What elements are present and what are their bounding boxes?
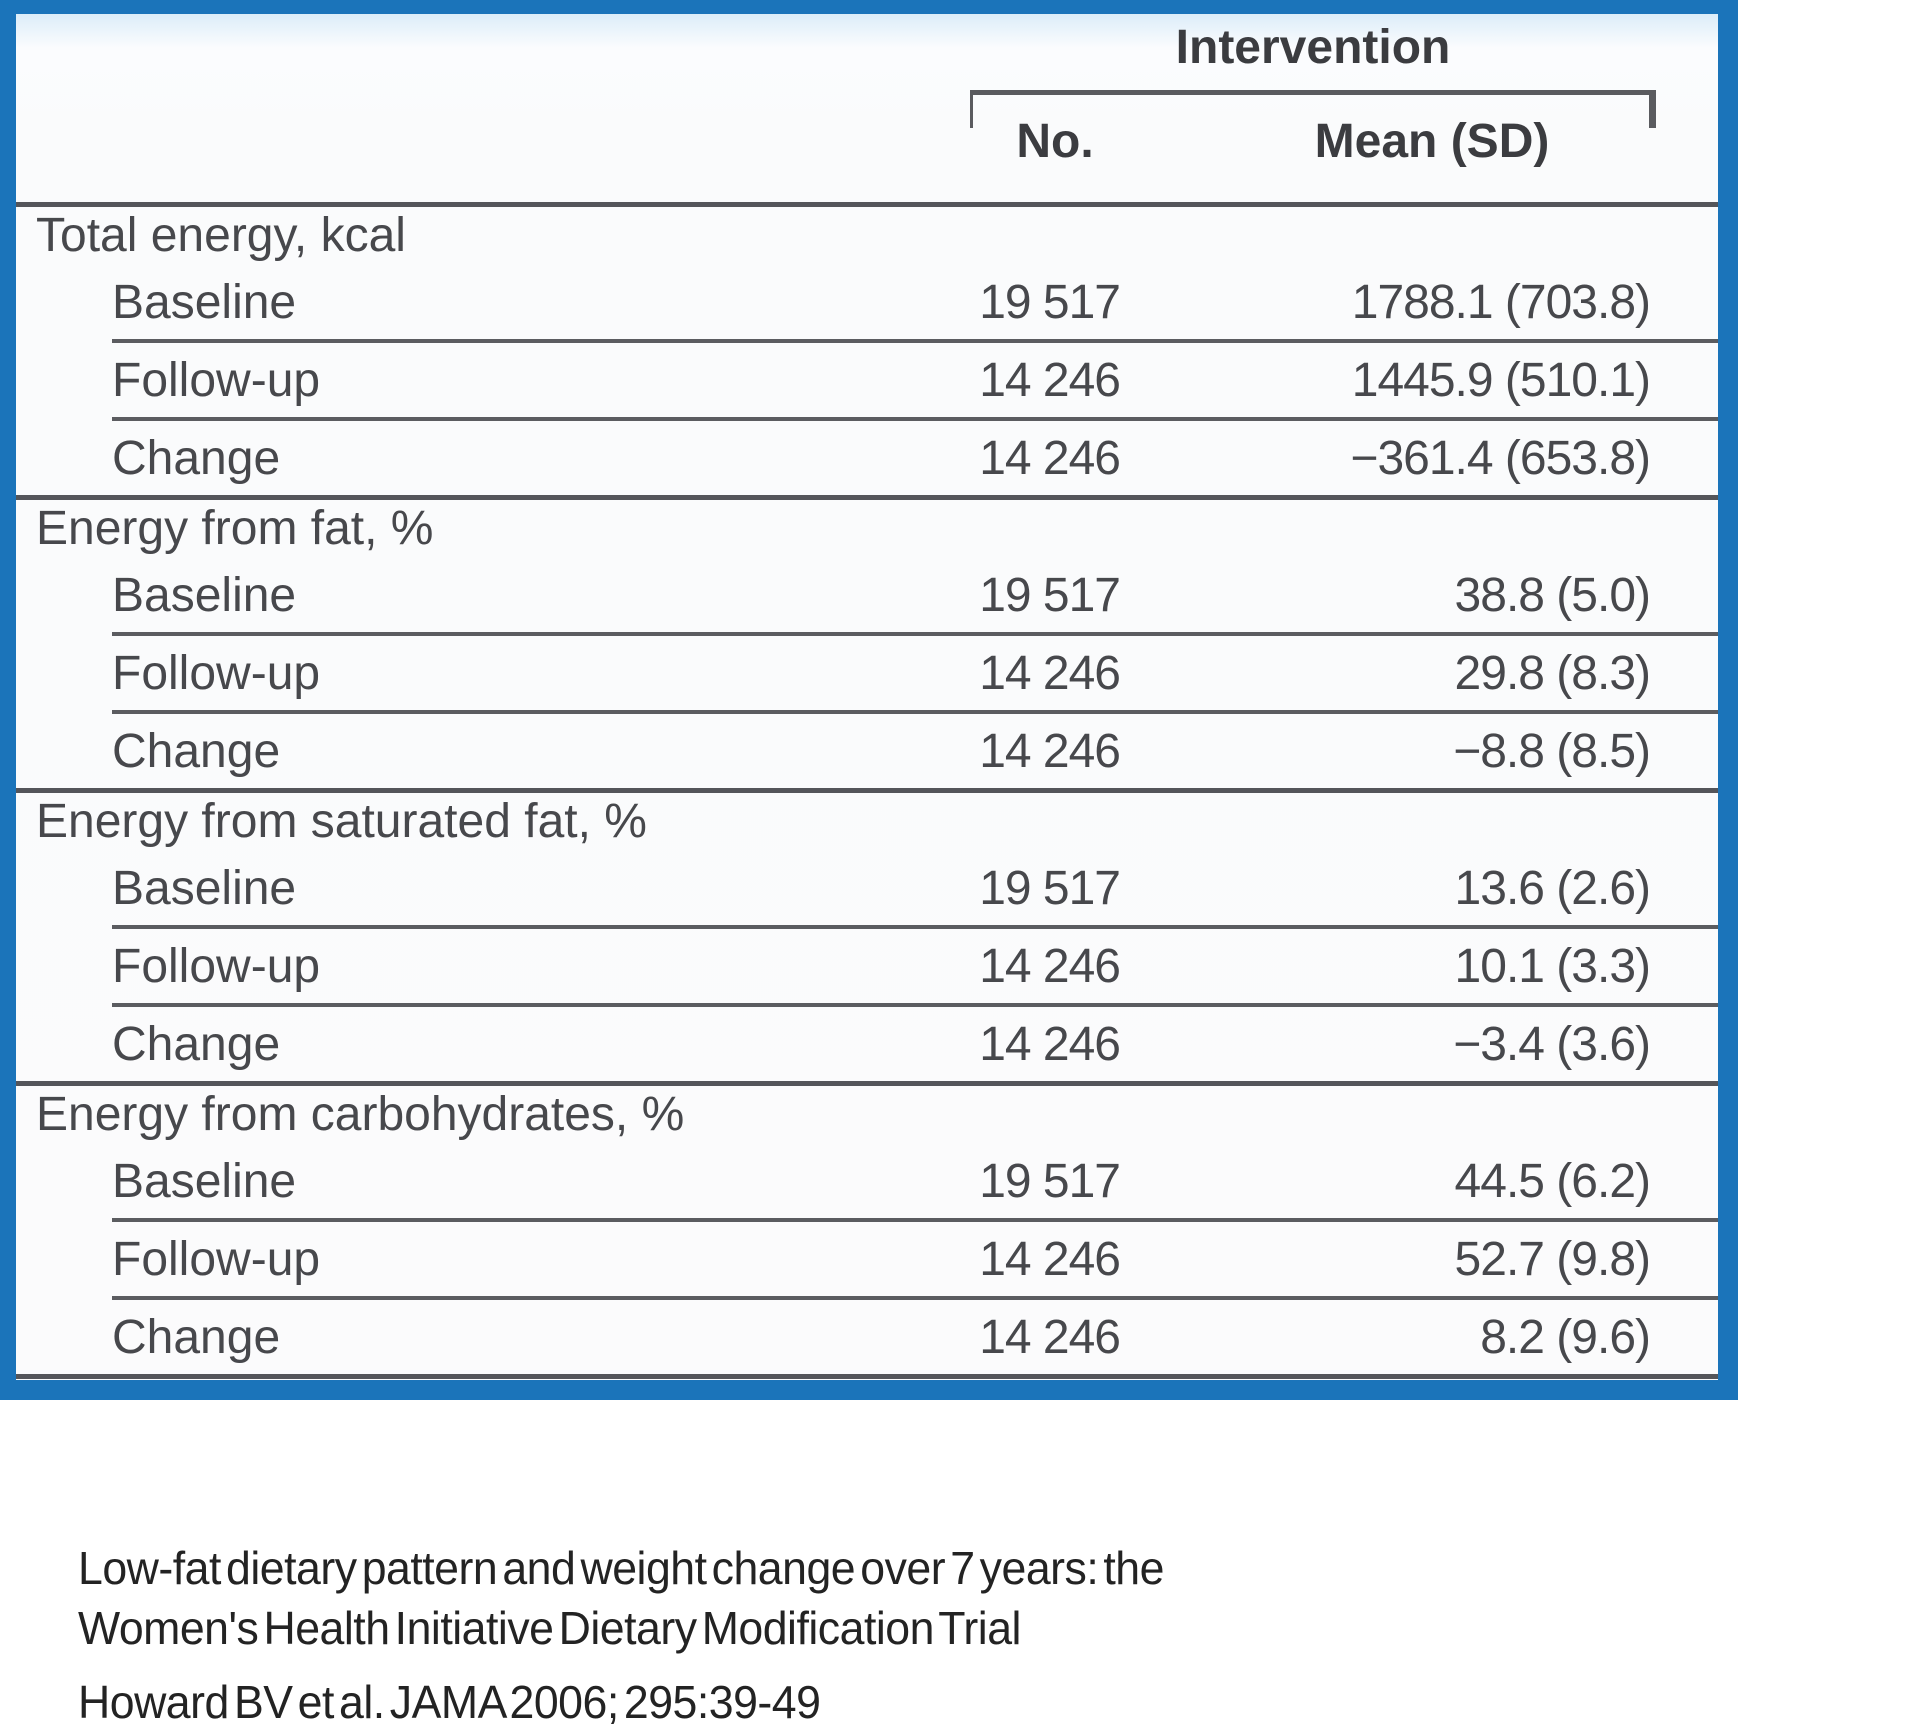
cell-no: 14 246 bbox=[979, 646, 1121, 700]
row-label: Change bbox=[112, 431, 281, 485]
row-divider bbox=[112, 417, 1718, 421]
cell-no: 14 246 bbox=[979, 431, 1121, 485]
section-total-energy: Total energy, kcal Baseline 19 517 1788.… bbox=[16, 207, 1718, 500]
column-header-no: No. bbox=[1016, 115, 1094, 168]
cell-no: 19 517 bbox=[979, 568, 1121, 622]
cell-mean-sd: 52.7 (9.8) bbox=[1454, 1232, 1651, 1286]
table-row: Follow-up 14 246 10.1 (3.3) bbox=[16, 929, 1718, 1003]
column-header-mean-sd: Mean (SD) bbox=[1314, 115, 1550, 168]
row-divider bbox=[112, 925, 1718, 929]
row-label: Baseline bbox=[112, 275, 297, 329]
row-label: Change bbox=[112, 1310, 281, 1364]
cell-no: 14 246 bbox=[979, 1017, 1121, 1071]
cell-no: 19 517 bbox=[979, 861, 1121, 915]
cell-no: 14 246 bbox=[979, 353, 1121, 407]
cell-mean-sd: 29.8 (8.3) bbox=[1454, 646, 1651, 700]
table-row: Follow-up 14 246 52.7 (9.8) bbox=[16, 1222, 1718, 1296]
cell-mean-sd: 13.6 (2.6) bbox=[1454, 861, 1651, 915]
table-frame: Intervention No. Mean (SD) Total energy,… bbox=[0, 0, 1738, 1400]
row-divider bbox=[112, 1296, 1718, 1300]
row-divider bbox=[112, 710, 1718, 714]
section-energy-from-fat: Energy from fat, % Baseline 19 517 38.8 … bbox=[16, 500, 1718, 793]
row-label: Follow-up bbox=[112, 939, 321, 993]
table-row: Baseline 19 517 44.5 (6.2) bbox=[16, 1144, 1718, 1218]
table-row: Change 14 246 −361.4 (653.8) bbox=[16, 421, 1718, 495]
table-row: Follow-up 14 246 1445.9 (510.1) bbox=[16, 343, 1718, 417]
table-row: Baseline 19 517 1788.1 (703.8) bbox=[16, 265, 1718, 339]
cell-no: 19 517 bbox=[979, 1154, 1121, 1208]
cell-mean-sd: 44.5 (6.2) bbox=[1454, 1154, 1651, 1208]
caption-line: Women's Health Initiative Dietary Modifi… bbox=[78, 1602, 1021, 1654]
section-label: Energy from carbohydrates, % bbox=[36, 1088, 685, 1141]
row-label: Change bbox=[112, 1017, 281, 1071]
caption-line: Howard BV et al. JAMA 2006; 295:39-49 bbox=[78, 1676, 821, 1728]
table-row: Follow-up 14 246 29.8 (8.3) bbox=[16, 636, 1718, 710]
table-header: Intervention No. Mean (SD) bbox=[16, 14, 1718, 207]
table-row: Change 14 246 −8.8 (8.5) bbox=[16, 714, 1718, 788]
cell-mean-sd: −361.4 (653.8) bbox=[1350, 431, 1651, 485]
cell-mean-sd: 8.2 (9.6) bbox=[1480, 1310, 1651, 1364]
cell-mean-sd: 38.8 (5.0) bbox=[1454, 568, 1651, 622]
row-divider bbox=[112, 632, 1718, 636]
row-label: Baseline bbox=[112, 1154, 297, 1208]
section-energy-from-carbohydrates: Energy from carbohydrates, % Baseline 19… bbox=[16, 1086, 1718, 1379]
intervention-bracket bbox=[970, 90, 1656, 128]
table-bottom-rule bbox=[16, 1374, 1718, 1379]
cell-mean-sd: 1788.1 (703.8) bbox=[1351, 275, 1651, 329]
section-divider bbox=[16, 1081, 1718, 1086]
cell-mean-sd: 10.1 (3.3) bbox=[1454, 939, 1651, 993]
citation-caption: Low-fat dietary pattern and weight chang… bbox=[78, 1538, 1164, 1732]
table-row: Change 14 246 −3.4 (3.6) bbox=[16, 1007, 1718, 1081]
row-label: Follow-up bbox=[112, 1232, 321, 1286]
row-label: Baseline bbox=[112, 861, 297, 915]
table-row: Baseline 19 517 38.8 (5.0) bbox=[16, 558, 1718, 632]
section-label: Total energy, kcal bbox=[36, 209, 406, 262]
cell-mean-sd: −8.8 (8.5) bbox=[1453, 724, 1651, 778]
table-row: Change 14 246 8.2 (9.6) bbox=[16, 1300, 1718, 1374]
dietary-intake-table: Intervention No. Mean (SD) Total energy,… bbox=[16, 14, 1718, 1380]
cell-mean-sd: 1445.9 (510.1) bbox=[1351, 353, 1651, 407]
cell-no: 14 246 bbox=[979, 724, 1121, 778]
column-group-header: Intervention bbox=[1175, 21, 1451, 74]
section-energy-from-saturated-fat: Energy from saturated fat, % Baseline 19… bbox=[16, 793, 1718, 1086]
cell-mean-sd: −3.4 (3.6) bbox=[1453, 1017, 1651, 1071]
caption-line: Low-fat dietary pattern and weight chang… bbox=[78, 1542, 1164, 1594]
table-row: Baseline 19 517 13.6 (2.6) bbox=[16, 851, 1718, 925]
cell-no: 14 246 bbox=[979, 1232, 1121, 1286]
row-label: Follow-up bbox=[112, 646, 321, 700]
cell-no: 14 246 bbox=[979, 939, 1121, 993]
section-divider bbox=[16, 788, 1718, 793]
row-label: Follow-up bbox=[112, 353, 321, 407]
row-divider bbox=[112, 1218, 1718, 1222]
section-label: Energy from fat, % bbox=[36, 502, 434, 555]
section-label: Energy from saturated fat, % bbox=[36, 795, 647, 848]
cell-no: 19 517 bbox=[979, 275, 1121, 329]
row-label: Baseline bbox=[112, 568, 297, 622]
section-divider bbox=[16, 495, 1718, 500]
row-label: Change bbox=[112, 724, 281, 778]
row-divider bbox=[112, 1003, 1718, 1007]
row-divider bbox=[112, 339, 1718, 343]
cell-no: 14 246 bbox=[979, 1310, 1121, 1364]
